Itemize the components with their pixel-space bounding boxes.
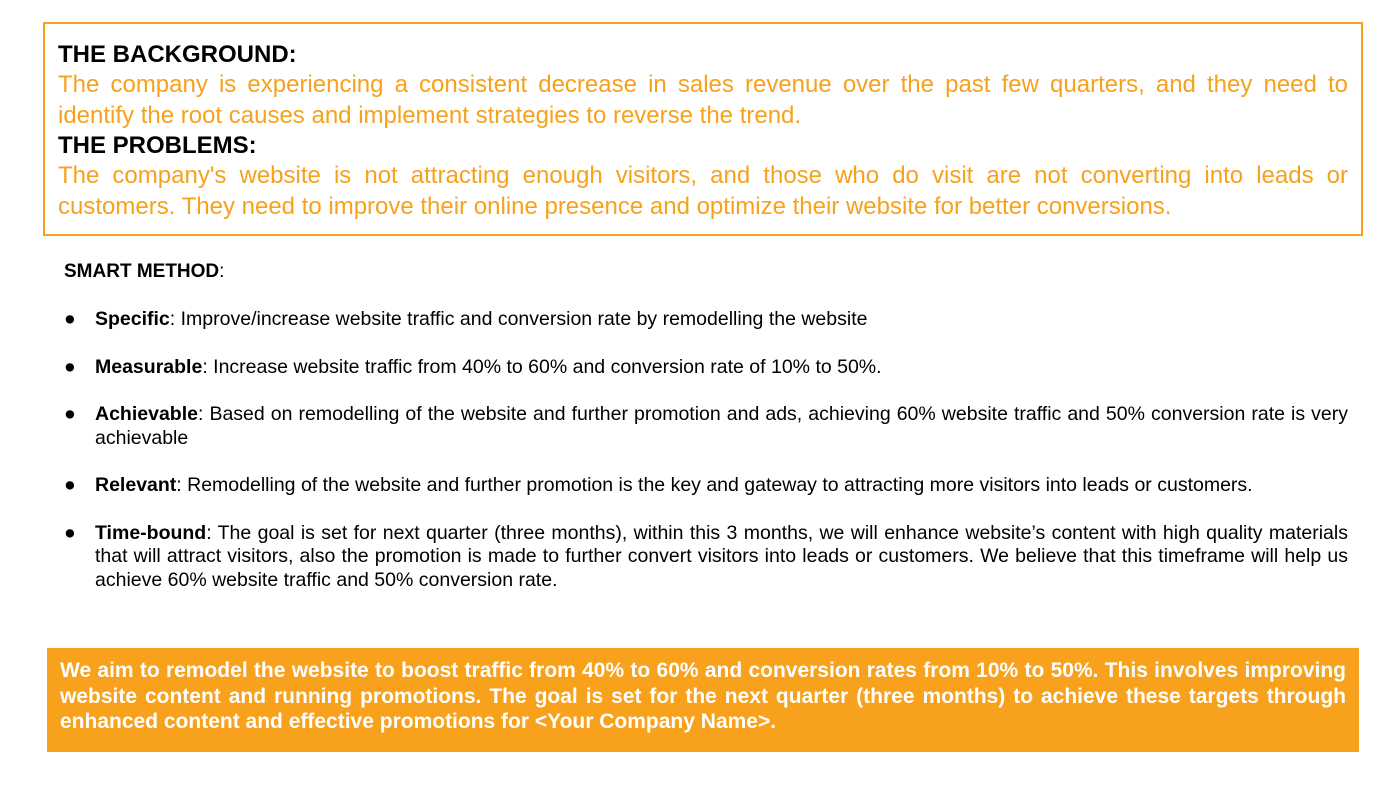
smart-item-label: Time-bound (95, 521, 207, 544)
bullet-dot-icon: ● (64, 308, 76, 330)
smart-method-title: SMART METHOD: (64, 260, 224, 284)
aim-summary-box: We aim to remodel the website to boost t… (47, 648, 1359, 752)
background-text: The company is experiencing a consistent… (58, 71, 1348, 129)
smart-method-label: SMART METHOD (64, 261, 220, 282)
smart-item-achievable: ● Achievable: Based on remodelling of th… (60, 403, 1348, 450)
problems-heading: THE PROBLEMS: (58, 132, 257, 159)
smart-item-text: : Based on remodelling of the website an… (95, 403, 1348, 449)
smart-item-time-bound: ● Time-bound: The goal is set for next q… (60, 522, 1348, 593)
smart-item-label: Specific (95, 308, 170, 330)
bullet-dot-icon: ● (64, 521, 76, 544)
smart-item-label: Measurable (95, 355, 203, 378)
bullet-dot-icon: ● (64, 474, 76, 496)
background-problems-box: THE BACKGROUND: The company is experienc… (43, 22, 1363, 236)
smart-item-text: : Improve/increase website traffic and c… (169, 308, 868, 330)
bullet-dot-icon: ● (64, 355, 76, 378)
smart-item-measurable: ● Measurable: Increase website traffic f… (60, 356, 1348, 380)
smart-item-text: : Increase website traffic from 40% to 6… (202, 355, 882, 378)
smart-item-label: Achievable (95, 403, 198, 425)
bullet-dot-icon: ● (64, 403, 76, 425)
background-heading: THE BACKGROUND: (58, 41, 297, 68)
smart-item-relevant: ● Relevant: Remodelling of the website a… (60, 474, 1348, 498)
smart-item-specific: ● Specific: Improve/increase website tra… (60, 308, 1348, 332)
smart-item-text: : The goal is set for next quarter (thre… (95, 521, 1348, 591)
smart-item-text: : Remodelling of the website and further… (176, 474, 1253, 496)
aim-summary-text: We aim to remodel the website to boost t… (60, 659, 1346, 733)
smart-item-label: Relevant (95, 474, 177, 496)
smart-list: ● Specific: Improve/increase website tra… (60, 308, 1348, 592)
problems-text: The company's website is not attracting … (58, 162, 1348, 220)
smart-method-colon: : (219, 261, 225, 282)
